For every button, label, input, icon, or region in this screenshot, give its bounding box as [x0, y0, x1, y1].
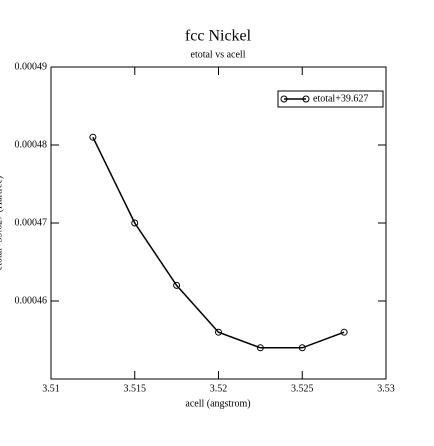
- y-tick-label: 0.00047: [15, 217, 48, 228]
- x-tick-label: 3.51: [42, 383, 60, 394]
- legend-box: [277, 90, 384, 108]
- x-tick-label: 3.52: [210, 383, 228, 394]
- y-axis-label: etotal+39.627 (Hartree): [0, 176, 4, 271]
- y-tick-label: 0.00049: [15, 61, 48, 72]
- x-tick-label: 3.515: [124, 383, 147, 394]
- data-point: [340, 328, 348, 336]
- data-point: [131, 219, 139, 227]
- x-axis-label: acell (angstrom): [185, 398, 250, 409]
- legend-label: etotal+39.627: [313, 93, 368, 104]
- chart-subtitle: etotal vs acell: [191, 49, 246, 60]
- legend-marker: [302, 95, 310, 103]
- x-tick-label: 3.525: [291, 383, 314, 394]
- data-point: [298, 344, 306, 352]
- data-point: [89, 133, 97, 141]
- y-tick-label: 0.00046: [15, 295, 48, 306]
- data-point: [173, 281, 181, 289]
- data-point: [215, 328, 222, 336]
- chart-title: fcc Nickel: [185, 28, 252, 45]
- legend-marker: [280, 95, 288, 103]
- x-tick-label: 3.53: [377, 383, 395, 394]
- y-tick-label: 0.00048: [15, 139, 48, 150]
- series-line: [92, 136, 345, 349]
- data-point: [256, 344, 264, 352]
